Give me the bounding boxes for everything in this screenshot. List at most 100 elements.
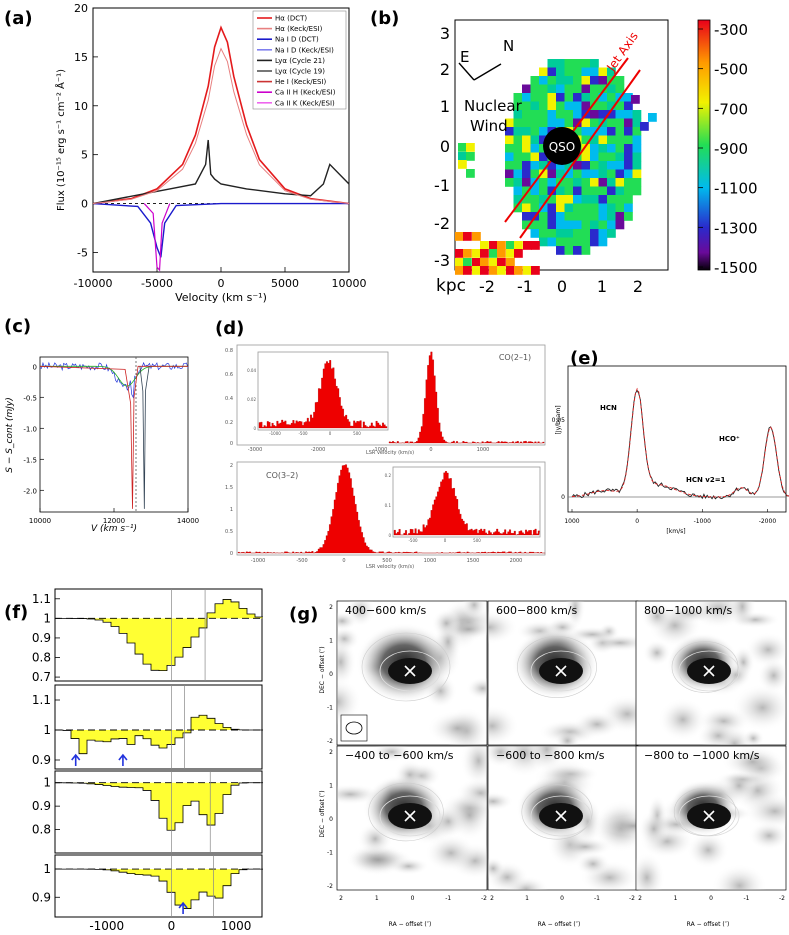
velocity-pixel — [607, 135, 616, 145]
panel-d-bottom-ytick-label: 0 — [230, 551, 233, 557]
velocity-pixel — [466, 169, 475, 178]
panel-f-ytick-label: 0.8 — [32, 823, 51, 837]
velocity-pixel — [506, 258, 515, 267]
velocity-pixel — [539, 212, 548, 221]
velocity-pixel — [624, 101, 633, 111]
panel-d-bottom-xtick-label: -1000 — [251, 558, 266, 564]
velocity-pixel — [539, 178, 548, 187]
velocity-pixel — [556, 84, 565, 94]
panel-c-frame — [39, 356, 189, 513]
panel-d-top-xtick-label: 0 — [429, 447, 432, 453]
panel-a-series-line — [92, 25, 350, 205]
panel-d-top-inset-xtick-label: 500 — [353, 431, 361, 436]
velocity-pixel — [598, 220, 608, 230]
velocity-pixel — [522, 212, 531, 221]
panel-d-bottom-label: CO(3–2) — [266, 471, 298, 480]
panel-f-ytick-label: 0.9 — [32, 631, 51, 645]
panel-b-xtick-label: -1 — [517, 277, 533, 296]
panel-c-xtick-label: 14000 — [177, 517, 199, 525]
velocity-pixel — [530, 118, 540, 128]
panel-g-qso-cross — [404, 665, 416, 677]
velocity-pixel — [607, 144, 616, 153]
panel-g-emission-patch — [575, 852, 611, 876]
velocity-pixel — [547, 186, 557, 196]
velocity-pixel — [480, 249, 489, 258]
velocity-pixel — [607, 203, 616, 213]
panel-e-frame — [567, 365, 787, 513]
velocity-pixel — [513, 195, 523, 204]
velocity-pixel — [573, 195, 582, 204]
panel-label-b: (b) — [370, 8, 399, 29]
velocity-pixel — [547, 212, 557, 221]
velocity-pixel — [522, 110, 531, 119]
velocity-pixel — [590, 67, 599, 77]
velocity-pixel — [472, 249, 481, 258]
velocity-pixel — [632, 186, 642, 196]
velocity-pixel — [624, 152, 633, 162]
panel-a-legend-label: Na I D (DCT) — [275, 36, 319, 44]
panel-g-beam — [345, 721, 363, 735]
velocity-pixel — [513, 178, 523, 187]
velocity-pixel — [458, 143, 467, 152]
velocity-pixel — [547, 67, 557, 77]
velocity-pixel — [505, 152, 514, 162]
velocity-pixel — [530, 110, 540, 119]
panel-d-bottom-xtick-label: 2000 — [510, 558, 523, 564]
panel-b-ytick-label: -3 — [434, 251, 450, 270]
velocity-pixel — [556, 169, 565, 179]
velocity-pixel — [615, 135, 625, 145]
panel-f-ytick-label: 0.9 — [32, 753, 51, 767]
velocity-pixel — [530, 76, 540, 85]
panel-label-a: (a) — [4, 8, 33, 29]
velocity-pixel — [590, 237, 599, 247]
velocity-pixel — [513, 110, 523, 119]
velocity-pixel — [573, 93, 582, 102]
panel-g-emission-patch — [642, 639, 672, 666]
panel-d-top-ytick-label: 0.8 — [225, 348, 233, 354]
panel-d-bottom-xtick-label: 1500 — [467, 558, 480, 564]
panel-f-arrow — [178, 901, 188, 914]
velocity-pixel — [556, 195, 565, 204]
panel-a-series-line-ca — [143, 203, 171, 272]
velocity-pixel — [624, 93, 633, 102]
velocity-pixel — [522, 195, 531, 204]
velocity-pixel — [615, 76, 625, 85]
panel-g-velocity-label: 600−800 km/s — [496, 604, 577, 617]
velocity-pixel — [607, 67, 616, 77]
velocity-pixel — [624, 195, 633, 204]
panel-d-bottom-xtick-label: 1000 — [424, 558, 437, 564]
panel-c-ytick-label: -1.5 — [23, 456, 37, 464]
panel-d-top-ytick-label: 0.4 — [225, 396, 233, 402]
velocity-pixel — [564, 59, 574, 68]
panel-g-qso-cross — [703, 665, 715, 677]
velocity-pixel — [581, 84, 591, 94]
velocity-pixel — [590, 212, 599, 221]
panel-a-legend-label: Ca II H (Keck/ESI) — [275, 89, 336, 97]
panel-d-bottom-xlabel: LSR velocity (km/s) — [366, 564, 414, 570]
panel-c-ytick-label: 0 — [33, 363, 37, 371]
panel-f-ytick-label: 0.9 — [32, 890, 51, 904]
panel-d-top-ytick-label: 0 — [230, 441, 233, 447]
panel-e-fit — [571, 387, 789, 498]
velocity-pixel — [581, 229, 591, 238]
velocity-pixel — [530, 161, 540, 170]
velocity-pixel — [624, 212, 633, 221]
panel-g-xlabel-3: RA − offset (″) — [687, 921, 730, 928]
panel-g-xtick-label: -1 — [594, 895, 600, 902]
panel-f-ytick-label: 0.7 — [32, 670, 51, 684]
velocity-pixel — [522, 144, 531, 153]
panel-c-chart: 10000 12000 14000 0 -0.5 -1.0 -1.5 -2.0 V (km s… — [5, 356, 199, 534]
velocity-pixel — [539, 169, 548, 179]
velocity-pixel — [590, 220, 599, 230]
panel-g-channel-map: −600 to −800 km/s — [487, 745, 639, 891]
panel-g-emission-patch — [743, 793, 786, 830]
panel-g-ytick-label: -1 — [327, 850, 333, 857]
panel-g-qso-cross — [555, 810, 567, 822]
panel-a-xtick-label: 0 — [218, 277, 225, 290]
panel-g-ytick-label: 1 — [329, 783, 333, 790]
velocity-pixel — [547, 195, 557, 204]
panel-g-emission-patch — [447, 790, 487, 841]
panel-d-bottom-xtick-label: 500 — [382, 558, 392, 564]
velocity-pixel — [564, 76, 574, 85]
